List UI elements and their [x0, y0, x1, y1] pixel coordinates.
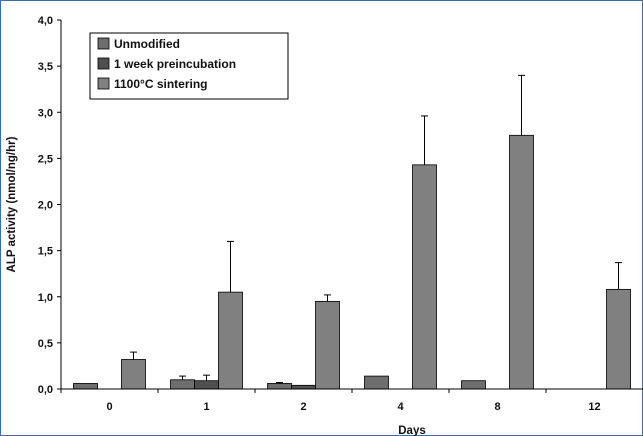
legend-swatch-sintering [97, 77, 110, 90]
x-tick-label: 12 [588, 401, 600, 413]
x-tick-label: 2 [300, 401, 306, 413]
x-tick-label: 8 [494, 401, 500, 413]
legend-box [89, 32, 289, 100]
bar-preincubation [194, 380, 219, 390]
bar-sintering [218, 291, 243, 390]
x-tick-label: 0 [106, 401, 112, 413]
y-tick-label: 1,5 [38, 246, 53, 258]
bar-unmodified [73, 383, 98, 390]
y-tick-label: 3,0 [38, 107, 53, 119]
bar-sintering [412, 164, 437, 390]
y-tick-label: 3,5 [38, 61, 53, 73]
y-tick-label: 0,5 [38, 338, 53, 350]
legend-swatch-unmodified [97, 37, 110, 50]
y-tick-label: 4,0 [38, 15, 53, 27]
y-axis-title: ALP activity (nmol/ng/hr) [6, 136, 18, 272]
legend-label-sintering: 1100°C sintering [114, 77, 208, 91]
x-tick-label: 4 [397, 401, 404, 413]
y-axis-ticks: 0,0 0,5 1,0 1,5 2,0 2,5 3,0 3,5 4,0 [38, 15, 61, 396]
x-axis-title: Days [398, 425, 426, 436]
bar-sintering [315, 300, 340, 390]
legend-swatch-preincubation [97, 57, 110, 70]
bar-series [73, 74, 631, 390]
y-tick-label: 2,5 [38, 153, 53, 165]
x-axis-ticks: 0 1 2 4 8 12 [60, 389, 601, 413]
bar-unmodified [170, 379, 195, 390]
bar-preincubation [291, 384, 316, 390]
x-tick-label: 1 [203, 401, 209, 413]
y-tick-label: 0,0 [38, 384, 53, 396]
bar-unmodified [461, 380, 486, 390]
y-tick-label: 2,0 [38, 200, 53, 212]
bar-unmodified [364, 375, 389, 390]
bar-sintering [121, 359, 146, 390]
y-tick-label: 1,0 [38, 292, 53, 304]
legend: Unmodified 1 week preincubation 1100°C s… [89, 32, 289, 100]
bar-sintering [606, 288, 631, 390]
bar-unmodified [267, 383, 292, 390]
legend-label-preincubation: 1 week preincubation [114, 57, 236, 71]
legend-label-unmodified: Unmodified [114, 37, 180, 51]
bar-sintering [509, 134, 534, 390]
